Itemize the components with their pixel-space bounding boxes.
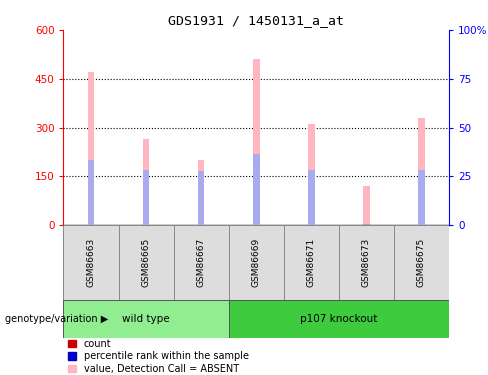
Bar xyxy=(143,170,149,225)
Text: wild type: wild type xyxy=(122,314,170,324)
Bar xyxy=(394,225,449,300)
Text: genotype/variation ▶: genotype/variation ▶ xyxy=(5,314,108,324)
Bar xyxy=(174,225,229,300)
Text: GSM86667: GSM86667 xyxy=(197,238,205,287)
Bar xyxy=(363,186,369,225)
Bar xyxy=(198,160,204,225)
Bar xyxy=(63,225,119,300)
Bar xyxy=(308,170,315,225)
Bar xyxy=(253,153,260,225)
Bar xyxy=(253,59,260,225)
Text: GSM86673: GSM86673 xyxy=(362,238,371,287)
Text: p107 knockout: p107 knockout xyxy=(300,314,378,324)
Bar xyxy=(63,300,229,338)
Text: GSM86669: GSM86669 xyxy=(252,238,261,287)
Bar xyxy=(229,300,449,338)
Text: GSM86671: GSM86671 xyxy=(307,238,316,287)
Bar xyxy=(418,170,425,225)
Bar xyxy=(229,225,284,300)
Bar xyxy=(339,225,394,300)
Bar xyxy=(418,118,425,225)
Bar xyxy=(88,160,94,225)
Text: GSM86665: GSM86665 xyxy=(142,238,151,287)
Bar xyxy=(88,72,94,225)
Bar xyxy=(284,225,339,300)
Bar xyxy=(198,171,204,225)
Legend: count, percentile rank within the sample, value, Detection Call = ABSENT, rank, : count, percentile rank within the sample… xyxy=(68,339,249,375)
Text: GSM86675: GSM86675 xyxy=(417,238,426,287)
Title: GDS1931 / 1450131_a_at: GDS1931 / 1450131_a_at xyxy=(168,15,344,27)
Bar xyxy=(119,225,174,300)
Bar xyxy=(308,124,315,225)
Text: GSM86663: GSM86663 xyxy=(86,238,96,287)
Bar xyxy=(143,139,149,225)
